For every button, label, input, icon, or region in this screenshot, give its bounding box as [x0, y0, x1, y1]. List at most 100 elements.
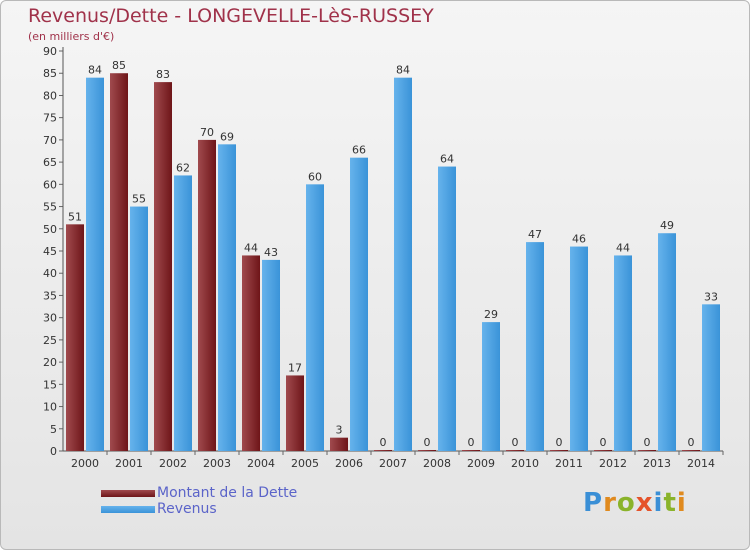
data-label-dette: 44 — [244, 241, 258, 254]
bar-revenus — [218, 144, 236, 452]
bar-revenus — [570, 246, 588, 451]
y-tick-label: 10 — [43, 401, 57, 414]
y-tick-label: 15 — [43, 378, 57, 391]
y-tick-label: 90 — [43, 45, 57, 58]
data-label-revenus: 84 — [396, 64, 410, 77]
data-label-dette: 3 — [336, 424, 343, 437]
legend-label-revenus: Revenus — [157, 501, 217, 517]
data-label-revenus: 55 — [132, 193, 146, 206]
data-label-dette: 70 — [200, 126, 214, 139]
bar-revenus — [702, 304, 720, 451]
x-tick-label: 2003 — [203, 457, 231, 470]
data-label-dette: 0 — [600, 436, 607, 449]
bar-revenus — [130, 206, 148, 451]
y-tick-label: 5 — [50, 423, 57, 436]
y-tick-label: 40 — [43, 267, 57, 280]
bar-dette — [462, 450, 480, 451]
bar-dette — [330, 437, 348, 451]
x-tick-label: 2005 — [291, 457, 319, 470]
y-tick-label: 60 — [43, 178, 57, 191]
data-label-revenus: 46 — [572, 233, 586, 246]
bar-dette — [110, 73, 128, 451]
bar-dette — [66, 224, 84, 451]
bar-dette — [154, 82, 172, 451]
y-tick-label: 30 — [43, 312, 57, 325]
bar-dette — [374, 450, 392, 451]
bar-dette — [418, 450, 436, 451]
bar-revenus — [306, 184, 324, 452]
data-label-dette: 0 — [688, 436, 695, 449]
x-tick-label: 2001 — [115, 457, 143, 470]
bar-revenus — [614, 255, 632, 451]
bar-revenus — [438, 166, 456, 452]
proxiti-logo: Proxiti — [583, 488, 687, 518]
bar-revenus — [86, 77, 104, 452]
chart-title: Revenus/Dette - LONGEVELLE-LèS-RUSSEY — [28, 5, 434, 27]
bar-dette — [242, 255, 260, 451]
data-label-revenus: 60 — [308, 170, 322, 183]
bar-revenus — [526, 242, 544, 451]
data-label-revenus: 29 — [484, 308, 498, 321]
x-tick-label: 2013 — [643, 457, 671, 470]
x-tick-label: 2011 — [555, 457, 583, 470]
data-label-dette: 0 — [512, 436, 519, 449]
y-tick-label: 20 — [43, 356, 57, 369]
legend-label-dette: Montant de la Dette — [157, 485, 298, 501]
data-label-dette: 85 — [112, 59, 126, 72]
data-label-revenus: 33 — [704, 290, 718, 303]
y-tick-label: 0 — [50, 445, 57, 458]
bar-revenus — [482, 322, 500, 451]
y-tick-label: 65 — [43, 156, 57, 169]
y-tick-label: 25 — [43, 334, 57, 347]
data-label-revenus: 69 — [220, 130, 234, 143]
bar-dette — [506, 450, 524, 451]
data-label-dette: 51 — [68, 210, 82, 223]
bar-revenus — [658, 233, 676, 451]
bar-dette — [550, 450, 568, 451]
data-label-revenus: 49 — [660, 219, 674, 232]
x-tick-label: 2008 — [423, 457, 451, 470]
bar-revenus — [174, 175, 192, 451]
data-label-revenus: 84 — [88, 64, 102, 77]
chart-subtitle: (en milliers d'€) — [28, 30, 115, 43]
y-tick-label: 35 — [43, 289, 57, 302]
data-label-dette: 17 — [288, 361, 302, 374]
data-label-revenus: 66 — [352, 144, 366, 157]
data-label-dette: 0 — [468, 436, 475, 449]
x-tick-label: 2007 — [379, 457, 407, 470]
legend-swatch-dette — [101, 490, 155, 497]
data-label-dette: 0 — [644, 436, 651, 449]
x-tick-label: 2002 — [159, 457, 187, 470]
bar-dette — [682, 450, 700, 451]
data-label-dette: 0 — [556, 436, 563, 449]
x-tick-label: 2009 — [467, 457, 495, 470]
data-label-revenus: 47 — [528, 228, 542, 241]
x-tick-label: 2004 — [247, 457, 275, 470]
y-tick-label: 70 — [43, 134, 57, 147]
x-tick-label: 2014 — [687, 457, 715, 470]
y-tick-label: 85 — [43, 67, 57, 80]
y-tick-label: 75 — [43, 112, 57, 125]
data-label-revenus: 62 — [176, 161, 190, 174]
y-tick-label: 55 — [43, 201, 57, 214]
data-label-dette: 83 — [156, 68, 170, 81]
data-label-revenus: 43 — [264, 246, 278, 259]
data-label-revenus: 44 — [616, 241, 630, 254]
bar-revenus — [262, 259, 280, 451]
bar-dette — [286, 375, 304, 451]
x-tick-label: 2012 — [599, 457, 627, 470]
x-tick-label: 2010 — [511, 457, 539, 470]
bar-dette — [638, 450, 656, 451]
x-tick-label: 2000 — [71, 457, 99, 470]
bar-dette — [198, 139, 216, 451]
y-tick-label: 80 — [43, 89, 57, 102]
y-tick-label: 50 — [43, 223, 57, 236]
data-label-revenus: 64 — [440, 153, 454, 166]
data-label-dette: 0 — [424, 436, 431, 449]
legend-swatch-revenus — [101, 506, 155, 513]
data-label-dette: 0 — [380, 436, 387, 449]
bar-dette — [594, 450, 612, 451]
bar-revenus — [394, 77, 412, 452]
